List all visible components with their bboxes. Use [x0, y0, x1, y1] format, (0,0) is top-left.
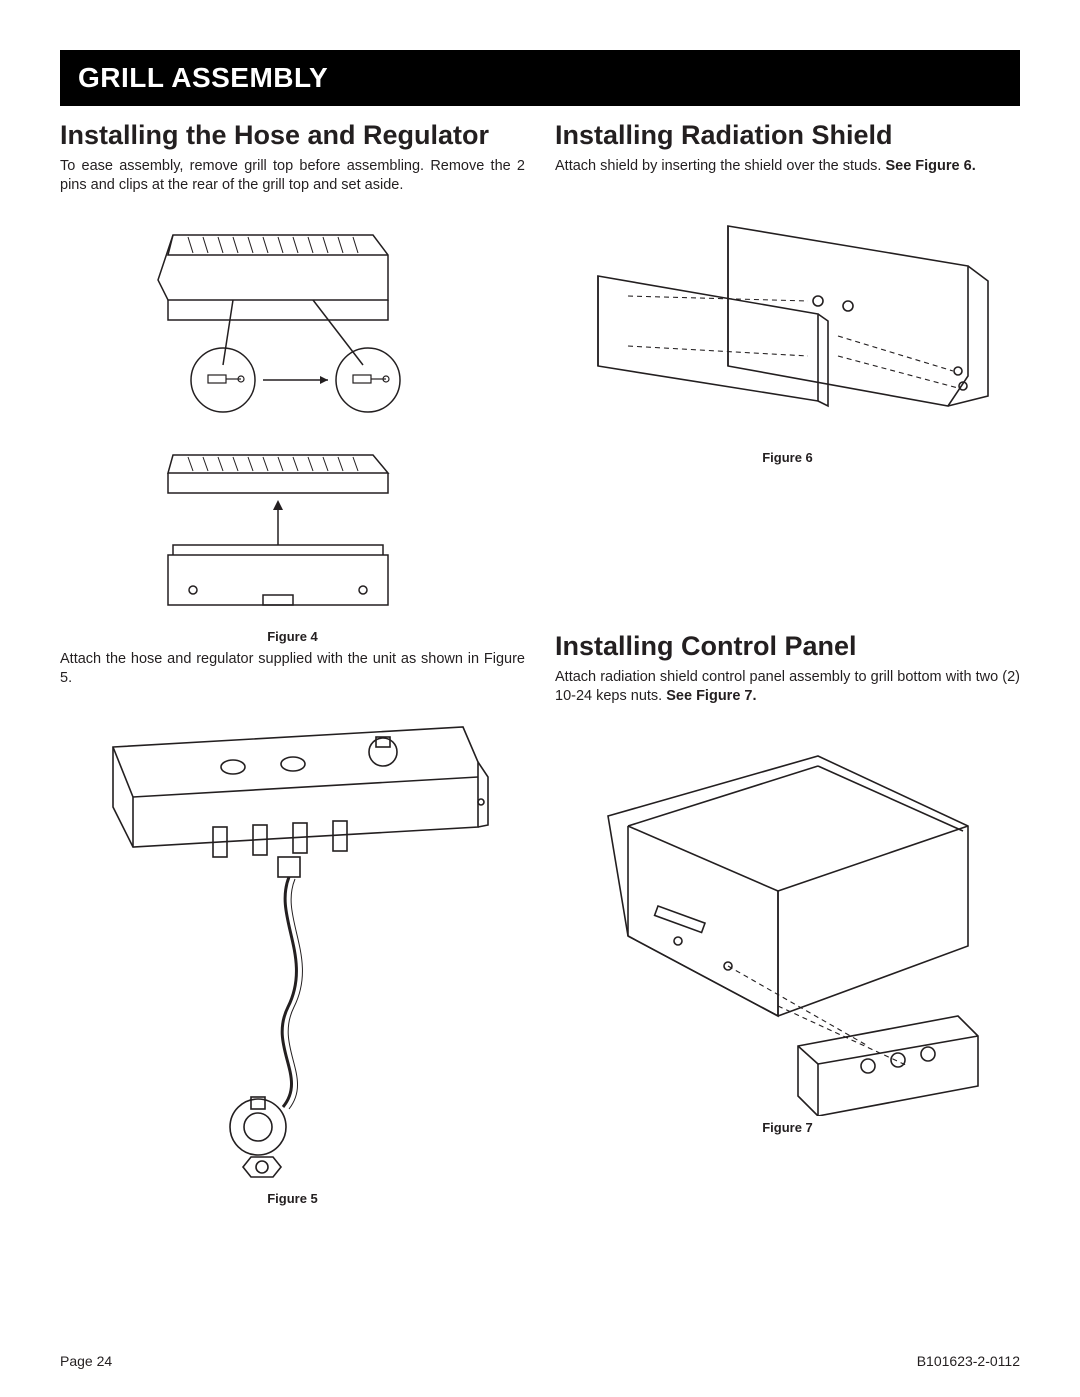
paragraph-attach-control-panel-ref: See Figure 7. [666, 688, 756, 704]
figure-6-illustration [568, 206, 1008, 446]
right-column: Installing Radiation Shield Attach shiel… [555, 120, 1020, 1212]
left-column: Installing the Hose and Regula­tor To ea… [60, 120, 525, 1212]
paragraph-remove-top: To ease assembly, remove grill top befor… [60, 157, 525, 195]
figure-4-caption: Figure 4 [60, 629, 525, 644]
paragraph-attach-shield-ref: See Figure 6. [885, 158, 975, 174]
page-footer: Page 24 B101623-2-0112 [60, 1353, 1020, 1369]
paragraph-attach-control-panel-text: Attach radiation shield control panel as… [555, 669, 1020, 704]
figure-6: Figure 6 [555, 206, 1020, 465]
paragraph-attach-shield: Attach shield by inserting the shield ov… [555, 157, 1020, 176]
figure-5-caption: Figure 5 [60, 1191, 525, 1206]
figure-5: Figure 5 [60, 707, 525, 1206]
figure-7-illustration [568, 716, 1008, 1116]
section-header-title: GRILL ASSEMBLY [78, 62, 328, 93]
figure-6-caption: Figure 6 [555, 450, 1020, 465]
footer-page-number: Page 24 [60, 1353, 112, 1369]
figure-4: Figure 4 [60, 205, 525, 644]
heading-control-panel: Installing Control Panel [555, 631, 1020, 662]
figure-4-illustration [113, 205, 473, 625]
figure-7-caption: Figure 7 [555, 1120, 1020, 1135]
paragraph-attach-shield-text: Attach shield by inserting the shield ov… [555, 158, 885, 174]
two-column-layout: Installing the Hose and Regula­tor To ea… [60, 120, 1020, 1212]
heading-radiation-shield: Installing Radiation Shield [555, 120, 1020, 151]
paragraph-attach-control-panel: Attach radiation shield control panel as… [555, 668, 1020, 706]
footer-doc-number: B101623-2-0112 [917, 1353, 1020, 1369]
heading-hose-regulator: Installing the Hose and Regula­tor [60, 120, 525, 151]
paragraph-attach-hose: Attach the hose and regulator supplied w… [60, 650, 525, 688]
figure-5-illustration [83, 707, 503, 1187]
figure-7: Figure 7 [555, 716, 1020, 1135]
section-header-bar: GRILL ASSEMBLY [60, 50, 1020, 106]
